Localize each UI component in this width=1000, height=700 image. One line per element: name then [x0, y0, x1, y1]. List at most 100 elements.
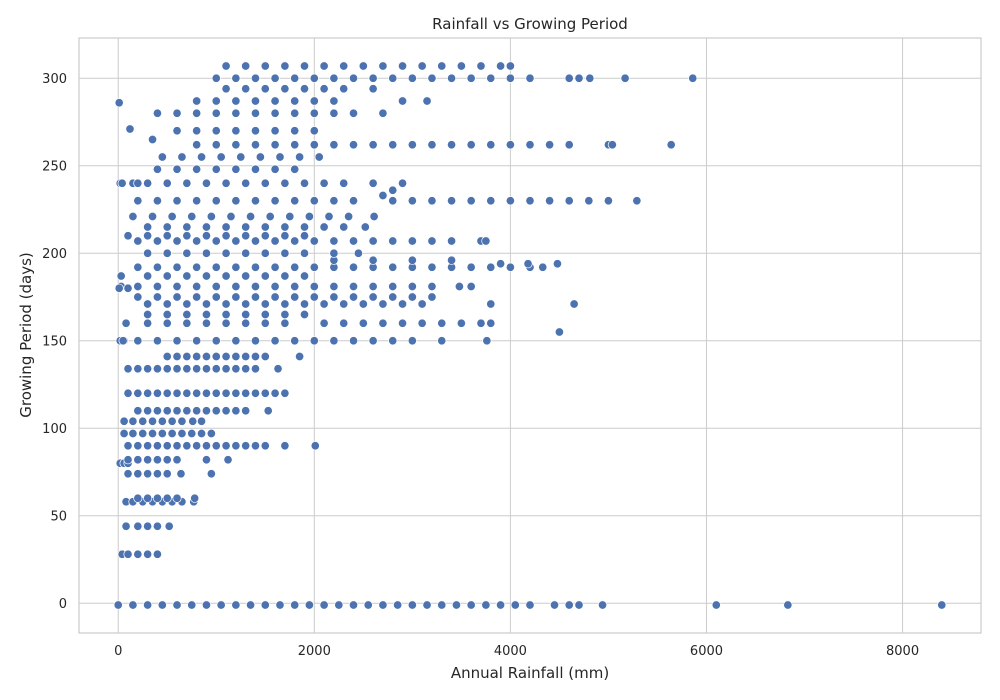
data-point — [407, 140, 417, 150]
data-point — [280, 61, 290, 71]
data-point — [554, 327, 564, 337]
data-point — [466, 140, 476, 150]
data-point — [270, 140, 280, 150]
data-point — [221, 364, 231, 374]
data-point — [121, 521, 131, 531]
data-point — [417, 318, 427, 328]
data-point — [133, 236, 143, 246]
data-point — [123, 388, 133, 398]
data-point — [201, 271, 212, 281]
data-point — [133, 549, 143, 559]
data-point — [201, 222, 212, 232]
data-point — [505, 196, 515, 206]
data-point — [231, 406, 241, 416]
data-point — [211, 292, 221, 302]
data-point — [182, 388, 192, 398]
data-point — [260, 178, 270, 188]
data-point — [486, 262, 496, 272]
data-point — [280, 271, 290, 281]
data-point — [201, 318, 212, 328]
data-point — [427, 73, 437, 83]
data-point — [348, 140, 359, 150]
data-point — [290, 600, 300, 610]
data-point — [290, 236, 300, 246]
data-point — [182, 178, 192, 188]
x-tick-labels: 0 2000 4000 6000 8000 — [114, 644, 919, 659]
data-point — [275, 600, 285, 610]
data-point — [280, 222, 290, 232]
data-point — [157, 600, 167, 610]
data-point — [152, 108, 162, 118]
data-point — [378, 318, 388, 328]
data-point — [260, 231, 270, 241]
data-point — [447, 196, 457, 206]
data-point — [172, 336, 182, 346]
data-point — [223, 455, 233, 465]
data-point — [182, 364, 192, 374]
data-point — [143, 549, 153, 559]
data-point — [231, 126, 241, 136]
data-point — [329, 336, 339, 346]
data-point — [525, 600, 535, 610]
data-point — [211, 96, 221, 106]
data-point — [221, 61, 231, 71]
data-point — [241, 222, 251, 232]
data-point — [309, 292, 319, 302]
data-point — [152, 469, 162, 479]
data-point — [299, 222, 310, 232]
data-point — [397, 178, 408, 188]
data-point — [162, 222, 172, 232]
data-point — [486, 140, 496, 150]
data-point — [290, 281, 300, 292]
data-point — [250, 164, 261, 174]
data-point — [260, 61, 270, 71]
data-point — [241, 388, 251, 398]
data-point — [250, 108, 261, 118]
data-point — [152, 493, 162, 503]
data-point — [309, 96, 319, 106]
data-point — [603, 196, 613, 206]
data-point — [260, 318, 270, 328]
data-point — [666, 140, 676, 150]
data-point — [221, 231, 231, 241]
data-point — [496, 61, 506, 71]
data-point — [290, 262, 300, 272]
data-point — [339, 299, 349, 309]
data-point — [157, 416, 167, 426]
data-point — [241, 406, 251, 416]
data-point — [250, 388, 261, 398]
data-point — [545, 196, 555, 206]
data-point — [486, 299, 496, 309]
data-point — [231, 600, 241, 610]
data-point — [290, 140, 300, 150]
data-point — [172, 108, 182, 118]
data-point — [201, 600, 212, 610]
data-point — [221, 309, 231, 320]
data-point — [299, 231, 310, 241]
data-point — [182, 299, 192, 309]
data-point — [358, 318, 368, 328]
data-point — [211, 140, 221, 150]
data-point — [319, 600, 329, 610]
data-point — [133, 455, 143, 465]
data-point — [162, 318, 172, 328]
data-point — [314, 152, 324, 162]
data-point — [221, 248, 231, 258]
data-point — [937, 600, 947, 610]
data-point — [192, 108, 202, 118]
data-point — [221, 178, 231, 188]
x-axis-label: Annual Rainfall (mm) — [451, 664, 609, 682]
data-point — [162, 455, 172, 465]
data-point — [564, 196, 574, 206]
data-point — [231, 108, 241, 118]
data-point — [260, 299, 270, 309]
data-point — [211, 406, 221, 416]
data-point — [182, 271, 192, 281]
data-point — [143, 406, 153, 416]
data-point — [128, 416, 138, 426]
data-point — [118, 336, 128, 346]
data-point — [231, 164, 241, 174]
data-point — [143, 248, 153, 258]
data-point — [201, 364, 212, 374]
data-point — [231, 236, 241, 246]
